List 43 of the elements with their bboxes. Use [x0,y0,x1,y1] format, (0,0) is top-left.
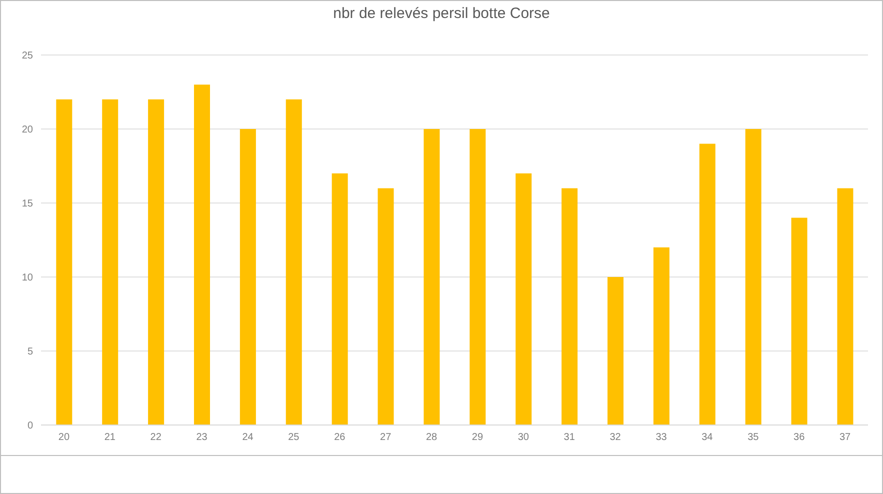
bar [607,277,624,425]
x-tick-label: 26 [334,432,346,444]
bar [791,218,808,425]
bar [378,188,394,425]
x-tick-label: 25 [288,432,300,444]
bar [745,129,762,425]
bar [470,129,486,425]
x-tick-label: 20 [58,432,70,444]
x-tick-label: 27 [380,432,392,444]
bar [516,173,532,425]
x-tick-label: 28 [426,432,438,444]
bar [699,144,716,425]
x-tick-label: 31 [564,432,576,444]
bar [102,99,118,425]
y-tick-label: 0 [27,420,34,432]
x-tick-label: 35 [748,432,760,444]
x-tick-label: 32 [610,432,622,444]
bar [837,188,854,425]
x-tick-label: 36 [794,432,806,444]
chart-title: nbr de relevés persil botte Corse [332,5,551,22]
bar [562,188,578,425]
x-tick-label: 33 [656,432,668,444]
bar [240,129,256,425]
bar [194,84,210,425]
y-tick-label: 15 [22,198,34,210]
bar [56,99,72,425]
x-tick-label: 37 [839,432,852,444]
y-tick-label: 20 [22,124,34,136]
y-tick-label: 25 [22,50,34,62]
x-tick-label: 30 [518,432,530,444]
y-tick-label: 5 [27,346,34,358]
x-tick-label: 29 [472,432,484,444]
bar [148,99,164,425]
bar [653,247,670,425]
x-tick-label: 22 [150,432,162,444]
x-tick-label: 24 [242,432,254,444]
y-tick-label: 10 [22,272,34,284]
x-tick-label: 21 [104,432,116,444]
x-tick-label: 23 [196,432,208,444]
bar [286,99,302,425]
x-tick-label: 34 [702,432,714,444]
bar [332,173,348,425]
bar [424,129,440,425]
